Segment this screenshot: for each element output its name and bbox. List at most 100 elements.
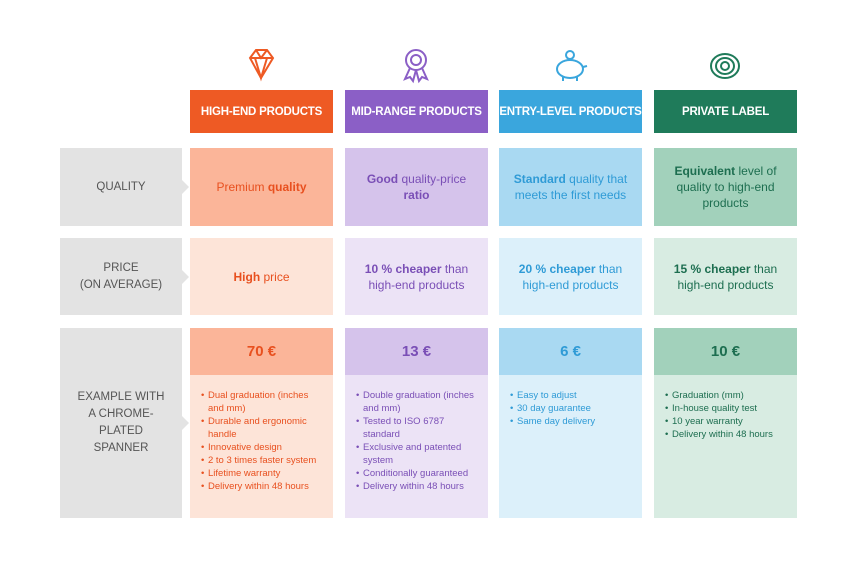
quality-cell: Good quality-price ratio: [345, 148, 488, 226]
price-cell: 20 % cheaper than high-end products: [499, 238, 642, 315]
text: ratio: [403, 188, 430, 202]
cell-text: Good quality-price ratio: [357, 171, 476, 203]
feature: 10 year warranty: [665, 415, 785, 428]
cell-text: 10 % cheaper than high-end products: [357, 261, 476, 293]
row-label: EXAMPLE WITH A CHROME- PLATED SPANNER: [60, 328, 189, 518]
cell-text: Premium quality: [216, 179, 306, 195]
text: Dual graduation (inches and mm): [208, 390, 309, 414]
text: MID-RANGE PRODUCTS: [351, 105, 482, 118]
text: EXAMPLE WITH: [77, 391, 165, 403]
feature: Double graduation (inches and mm): [356, 389, 476, 415]
price-cell: High price: [190, 238, 333, 315]
text: Delivery within 48 hours: [672, 429, 773, 440]
text: SPANNER: [93, 442, 149, 454]
feature: Innovative design: [201, 441, 321, 454]
text: Durable and ergonomic handle: [208, 416, 307, 440]
text: Delivery within 48 hours: [208, 481, 309, 492]
quality-cell: Standard quality that meets the first ne…: [499, 148, 642, 226]
text: 6 €: [560, 343, 581, 360]
text: High: [233, 269, 261, 284]
feature-list: Graduation (mm) In-house quality test 10 y…: [654, 375, 797, 518]
text: PRICE: [103, 261, 139, 274]
text: QUALITY: [96, 180, 146, 193]
text: than high-end products: [368, 261, 469, 292]
cell-text: High price: [233, 269, 289, 285]
text: than high-end products: [677, 261, 778, 292]
feature: Conditionally guaranteed: [356, 467, 476, 480]
cell-text: Standard quality that meets the first ne…: [511, 171, 630, 203]
cell-text: Equivalent level of quality to high-end …: [666, 163, 785, 211]
example-price: 6 €: [499, 328, 642, 375]
quality-cell: Equivalent level of quality to high-end …: [654, 148, 797, 226]
text: level of quality to high-end products: [676, 164, 777, 210]
text: 10 €: [710, 343, 741, 360]
text: In-house quality test: [672, 403, 758, 414]
icons: [248, 49, 740, 84]
feature: Delivery within 48 hours: [201, 480, 321, 493]
feature: In-house quality test: [665, 402, 785, 415]
feature: 30 day guarantee: [510, 402, 630, 415]
text: quality: [267, 180, 307, 194]
column-header: PRIVATE LABEL: [654, 90, 797, 133]
feature: 2 to 3 times faster system: [201, 454, 321, 467]
feature: Delivery within 48 hours: [665, 428, 785, 441]
feature-list: Double graduation (inches and mm)Tested …: [345, 375, 488, 518]
feature: Dual graduation (inches and mm): [201, 389, 321, 415]
feature: Easy to adjust: [510, 389, 630, 402]
label-line: PLATED: [99, 423, 143, 440]
example-price: 70 €: [190, 328, 333, 375]
feature: Graduation (mm): [665, 389, 785, 402]
feature: Tested to ISO 6787 standard: [356, 415, 476, 441]
feature: Lifetime warranty: [201, 467, 321, 480]
label-line: PRICE: [103, 260, 138, 277]
text: Lifetime warranty: [208, 468, 281, 479]
label-line: QUALITY: [96, 179, 145, 196]
text: A CHROME-: [88, 408, 154, 420]
cell-text: 15 % cheaper than high-end products: [666, 261, 785, 293]
column-header: MID-RANGE PRODUCTS: [345, 90, 488, 133]
text: (ON AVERAGE): [79, 278, 163, 291]
example-price: 10 €: [654, 328, 797, 375]
text: 13 €: [401, 343, 432, 360]
feature: Durable and ergonomic handle: [201, 415, 321, 441]
diamond-icon: [248, 49, 275, 82]
text: quality that meets the first needs: [514, 172, 628, 202]
price-cell: 15 % cheaper than high-end products: [654, 238, 797, 315]
text: 2 to 3 times faster system: [208, 455, 317, 466]
label-line: SPANNER: [94, 440, 149, 457]
text: Graduation (mm): [672, 390, 744, 401]
award-icon: [403, 49, 429, 84]
text: 15 % cheaper: [673, 261, 751, 276]
text: 10 % cheaper: [364, 261, 442, 276]
text: quality-price: [401, 172, 467, 186]
text: 20 % cheaper: [518, 261, 596, 276]
label-line: A CHROME-: [88, 406, 153, 423]
row-label: QUALITY: [60, 148, 189, 226]
column-header: HIGH-END PRODUCTS: [190, 90, 333, 133]
row-label: PRICE (ON AVERAGE): [60, 238, 189, 315]
example-price: 13 €: [345, 328, 488, 375]
text: 30 day guarantee: [517, 403, 591, 414]
feature: Delivery within 48 hours: [356, 480, 476, 493]
text: Premium: [216, 180, 265, 194]
price-cell: 10 % cheaper than high-end products: [345, 238, 488, 315]
text: ENTRY-LEVEL PRODUCTS: [499, 105, 642, 118]
text: Standard: [513, 172, 566, 186]
cell-text: 20 % cheaper than high-end products: [511, 261, 630, 293]
text: Easy to adjust: [517, 390, 577, 401]
quality-cell: Premium quality: [190, 148, 333, 226]
text: Innovative design: [208, 442, 282, 453]
text: HIGH-END PRODUCTS: [200, 105, 323, 118]
text: Delivery within 48 hours: [363, 481, 464, 492]
column-header: ENTRY-LEVEL PRODUCTS: [499, 90, 642, 133]
text: PRIVATE LABEL: [681, 105, 770, 118]
text: price: [263, 269, 290, 284]
text: Same day delivery: [517, 416, 596, 427]
feature-list: Dual graduation (inches and mm)Durable a…: [190, 375, 333, 518]
text: Tested to ISO 6787 standard: [363, 416, 445, 440]
text: Conditionally guaranteed: [363, 468, 469, 479]
text: 70 €: [246, 343, 277, 360]
label-line: (ON AVERAGE): [80, 277, 162, 294]
text: PLATED: [99, 425, 143, 437]
fingerprint-icon: [710, 53, 740, 79]
